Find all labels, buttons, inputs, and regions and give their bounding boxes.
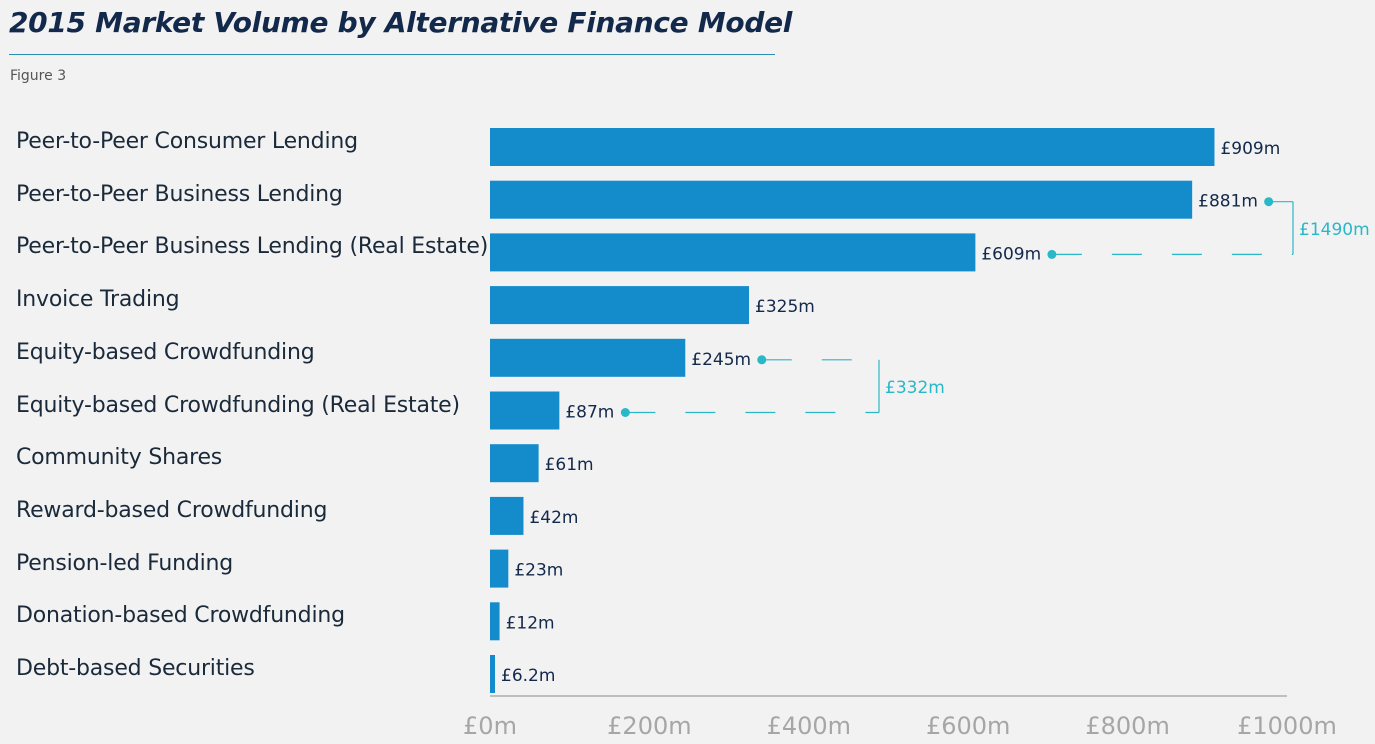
bar <box>490 549 509 588</box>
bar <box>490 128 1215 166</box>
bar <box>490 338 686 377</box>
x-tick-label: £200m <box>607 712 691 740</box>
bar-value-label: £6.2m <box>501 666 555 686</box>
x-tick-label: £0m <box>463 712 517 740</box>
title-divider <box>9 54 775 55</box>
category-label: Debt-based Securities <box>16 656 255 681</box>
bar-value-label: £881m <box>1198 192 1258 212</box>
bar <box>490 233 976 272</box>
bar-value-label: £61m <box>545 455 594 475</box>
category-label: Equity-based Crowdfunding (Real Estate) <box>16 392 460 418</box>
bar <box>490 391 560 430</box>
category-label: Community Shares <box>16 445 223 471</box>
bar <box>490 286 750 325</box>
bar <box>490 602 500 641</box>
x-tick-label: £600m <box>926 712 1010 740</box>
bar-value-label: £609m <box>981 244 1041 264</box>
category-label: Reward-based Crowdfunding <box>16 497 328 523</box>
category-label: Donation-based Crowdfunding <box>16 603 345 629</box>
x-tick-label: £1000m <box>1237 712 1337 740</box>
annotation-total-label: £1490m <box>1299 220 1370 240</box>
bar <box>490 180 1193 219</box>
figure-label: Figure 3 <box>10 68 67 84</box>
bar <box>490 496 524 535</box>
category-label: Invoice Trading <box>16 287 180 313</box>
bar-value-label: £325m <box>755 297 815 317</box>
category-label: Equity-based Crowdfunding <box>16 339 315 365</box>
x-tick-label: £400m <box>767 712 851 740</box>
bar-value-label: £909m <box>1220 139 1280 159</box>
bar-value-label: £245m <box>691 350 751 370</box>
bar-value-label: £42m <box>529 508 578 528</box>
bar-value-label: £12m <box>506 613 555 633</box>
category-label: Peer-to-Peer Business Lending (Real Esta… <box>16 234 489 260</box>
annotation-total-label: £332m <box>885 378 945 398</box>
category-label: Peer-to-Peer Consumer Lending <box>16 129 358 154</box>
bar-value-label: £23m <box>514 561 563 581</box>
category-label: Pension-led Funding <box>16 550 234 576</box>
bar <box>490 655 495 693</box>
bar <box>490 444 539 483</box>
category-label: Peer-to-Peer Business Lending <box>16 181 343 207</box>
chart-title: 2015 Market Volume by Alternative Financ… <box>9 6 793 39</box>
bar-value-label: £87m <box>565 403 614 423</box>
x-tick-label: £800m <box>1085 712 1169 740</box>
